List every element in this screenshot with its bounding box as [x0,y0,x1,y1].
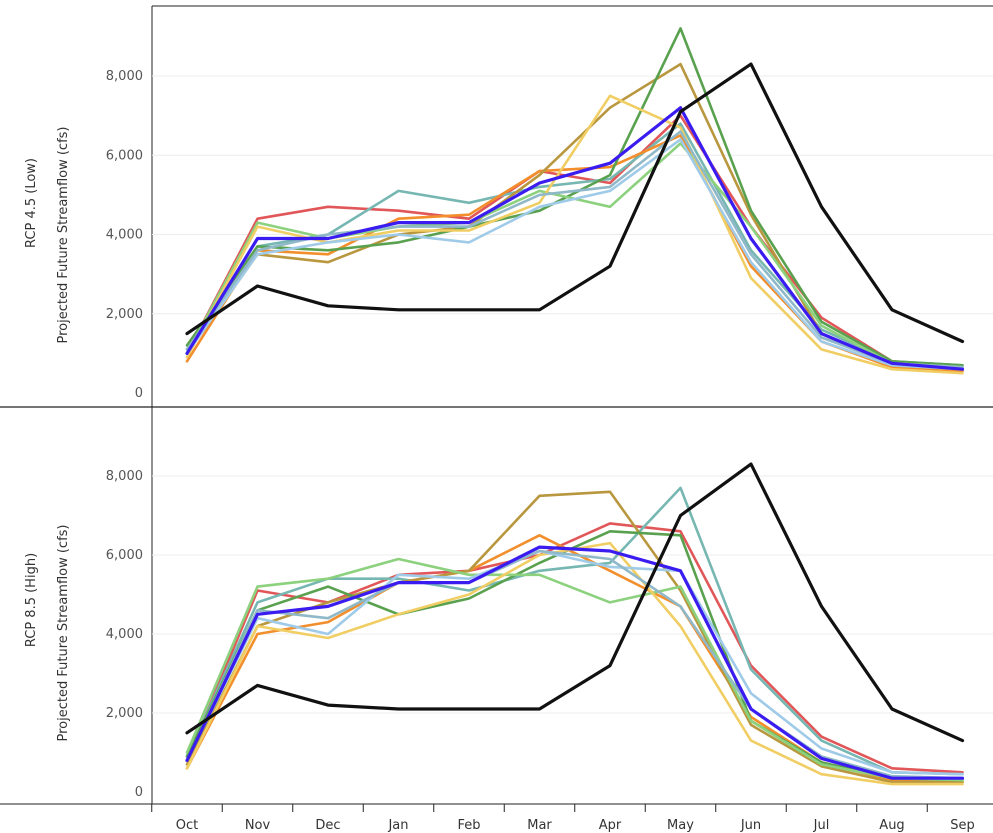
x-tick-label: May [667,818,694,833]
y-tick-label: 6,000 [106,548,143,563]
y-tick-label: 0 [135,785,143,800]
x-tick-label: Aug [879,818,904,833]
series-line-ensemble_mean [185,545,965,780]
x-tick-label: Mar [527,818,552,833]
y-tick-label: 8,000 [106,69,143,84]
series-line-teal [185,486,964,776]
y-tick-label: 4,000 [106,228,143,243]
x-tick-label: Apr [599,818,622,833]
y-tick-label: 2,000 [106,307,143,322]
x-tick-label: Dec [315,818,340,833]
series-line-gold [185,62,964,371]
y-ticks-rcp85: 0 2,000 4,000 6,000 8,000 [106,469,993,800]
series-line-historical [185,62,965,344]
row-label-rcp45: RCP 4.5 (Low) [24,158,39,248]
x-tick-label: Jul [813,818,830,833]
series-line-red [185,114,964,371]
series-line-historical [185,462,965,743]
x-tick-label: Nov [245,818,271,833]
series-line-gold [185,490,964,784]
x-tick-label: Jan [387,818,408,833]
panel-rcp85: RCP 8.5 (High) Projected Future Streamfl… [24,462,993,800]
series-line-slate [185,549,964,780]
series-line-dark_green [185,529,964,782]
y-axis-label-rcp85: Projected Future Streamflow (cfs) [56,525,71,742]
y-tick-label: 4,000 [106,627,143,642]
y-axis-label-rcp45: Projected Future Streamflow (cfs) [56,127,71,344]
series-line-light_green [185,557,964,782]
series-line-ensemble_mean [185,106,965,371]
series-line-orange [185,533,964,784]
series-lines-rcp45 [185,27,965,375]
x-tick-label: Sep [950,818,975,833]
row-label-rcp85: RCP 8.5 (High) [24,553,39,647]
x-tick-label: Oct [176,818,198,833]
y-tick-label: 6,000 [106,148,143,163]
series-line-dark_green [185,27,964,367]
series-lines-rcp85 [185,462,965,786]
series-line-red [185,522,964,774]
y-tick-label: 8,000 [106,469,143,484]
y-ticks-rcp45: 0 2,000 4,000 6,000 8,000 [106,69,993,401]
panel-rcp45: RCP 4.5 (Low) Projected Future Streamflo… [24,27,993,401]
x-tick-label: Feb [457,818,480,833]
series-line-light_blue [185,138,964,371]
x-tick-label: Jun [740,818,761,833]
y-tick-label: 2,000 [106,706,143,721]
y-tick-label: 0 [135,386,143,401]
series-line-light_blue [185,549,964,776]
x-axis-months: Oct Nov Dec Jan Feb Mar Apr May Jun Jul Aug Sep [151,804,975,833]
